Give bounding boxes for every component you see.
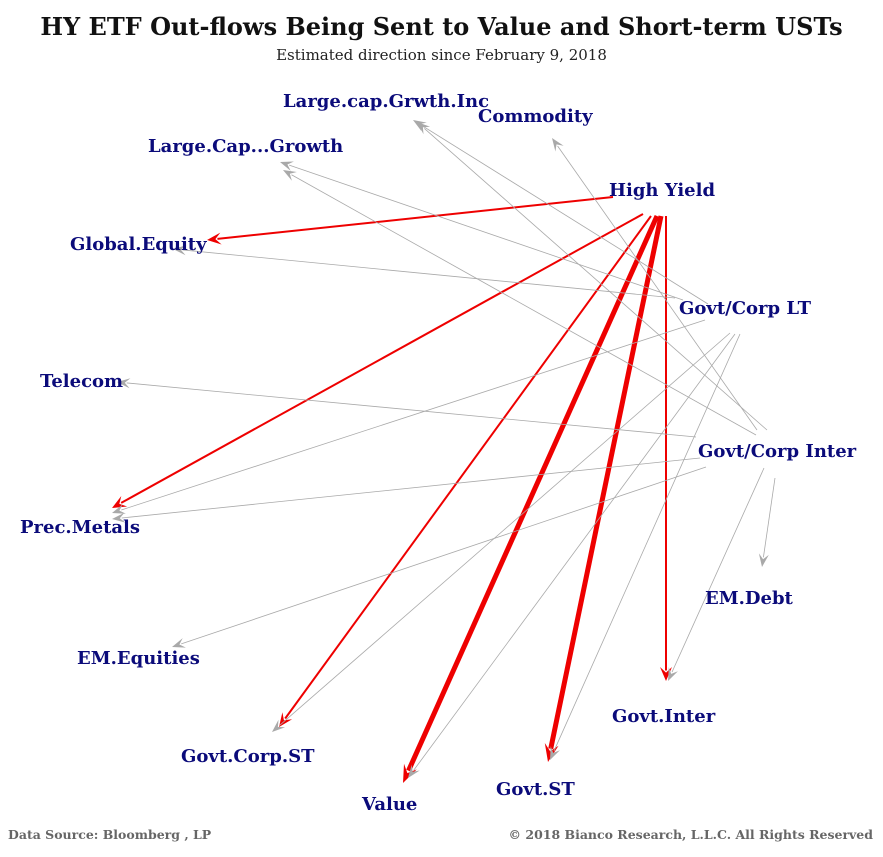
edge-govt-corp-lt-to-govt-corp-st — [272, 332, 731, 732]
edge-line — [217, 196, 614, 240]
node-label-govt-corp-lt: Govt/Corp LT — [679, 298, 812, 319]
edge-line — [763, 477, 776, 558]
edge-line — [289, 164, 684, 301]
arrowhead — [280, 161, 294, 171]
edge-govt-corp-inter-to-em-equities — [172, 466, 707, 648]
edge-line — [548, 215, 664, 750]
chart-title: HY ETF Out-flows Being Sent to Value and… — [40, 12, 843, 41]
arrowhead — [112, 504, 126, 514]
edge-govt-corp-inter-to-large-cap-growth — [283, 170, 757, 436]
node-label-telecom: Telecom — [40, 371, 123, 392]
arrowhead — [173, 245, 187, 256]
arrowhead — [117, 378, 131, 389]
node-label-prec-metals: Prec.Metals — [20, 517, 140, 538]
arrowhead — [552, 138, 564, 152]
arrowhead — [112, 512, 126, 523]
edge-line — [557, 145, 758, 431]
node-label-em-debt: EM.Debt — [705, 588, 794, 609]
node-label-large-cap-grwth-inc: Large.cap.Grwth.Inc — [283, 91, 489, 112]
node-label-large-cap-growth: Large.Cap...Growth — [148, 136, 343, 157]
edge-govt-corp-lt-to-value — [408, 333, 736, 778]
edge-high-yield-to-govt-inter — [660, 216, 672, 681]
arrowhead — [668, 667, 678, 681]
arrowhead — [758, 553, 769, 567]
edges-layer — [112, 120, 776, 783]
node-label-govt-inter: Govt.Inter — [612, 706, 716, 727]
edge-line — [671, 467, 765, 673]
edge-high-yield-to-prec-metals — [112, 213, 644, 508]
node-label-em-equities: EM.Equities — [77, 648, 200, 669]
node-label-global-equity: Global.Equity — [70, 234, 207, 255]
edge-govt-corp-inter-to-prec-metals — [112, 457, 701, 523]
arrowhead — [207, 232, 222, 245]
edge-line — [284, 215, 652, 720]
edge-line — [291, 174, 757, 436]
node-label-value: Value — [361, 794, 417, 815]
edge-high-yield-to-global-equity — [207, 196, 614, 245]
edge-line — [421, 124, 709, 305]
edge-line — [279, 332, 731, 726]
edge-line — [406, 214, 660, 772]
edge-govt-corp-lt-to-prec-metals — [112, 319, 706, 514]
edge-govt-corp-inter-to-em-debt — [758, 477, 776, 567]
edge-line — [181, 466, 707, 645]
arrowhead — [283, 170, 297, 181]
edge-line — [126, 382, 697, 438]
edge-govt-corp-inter-to-telecom — [117, 378, 697, 438]
edge-line — [120, 213, 644, 504]
arrowhead — [417, 122, 431, 135]
arrowhead — [550, 746, 560, 760]
arrowhead — [112, 496, 128, 508]
edge-govt-corp-inter-to-govt-inter — [668, 467, 765, 681]
edge-line — [121, 457, 701, 519]
edge-govt-corp-inter-to-commodity — [552, 138, 758, 431]
arrowhead — [408, 764, 420, 778]
node-label-govt-corp-st: Govt.Corp.ST — [181, 746, 315, 767]
edge-line — [182, 249, 676, 299]
edge-high-yield-to-govt-st — [544, 215, 664, 762]
arrowhead — [172, 638, 186, 648]
edge-line — [424, 128, 768, 431]
chart-subtitle: Estimated direction since February 9, 20… — [276, 46, 607, 64]
node-label-high-yield: High Yield — [609, 180, 715, 201]
node-label-govt-st: Govt.ST — [496, 779, 575, 800]
edge-govt-corp-inter-to-large-cap-grwth-inc — [417, 122, 768, 431]
copyright-note: © 2018 Bianco Research, L.L.C. All Right… — [508, 827, 873, 842]
edge-govt-corp-lt-to-global-equity — [173, 245, 676, 299]
node-label-govt-corp-inter: Govt/Corp Inter — [698, 441, 857, 462]
data-source-note: Data Source: Bloomberg , LP — [8, 827, 212, 842]
node-label-commodity: Commodity — [478, 106, 593, 127]
arrowhead — [272, 719, 286, 732]
edge-line — [413, 333, 736, 771]
edge-govt-corp-lt-to-large-cap-growth — [280, 161, 684, 301]
edge-line — [553, 333, 741, 752]
edge-govt-corp-lt-to-govt-st — [550, 333, 741, 760]
arrowhead — [279, 712, 293, 727]
edge-high-yield-to-value — [403, 214, 660, 783]
